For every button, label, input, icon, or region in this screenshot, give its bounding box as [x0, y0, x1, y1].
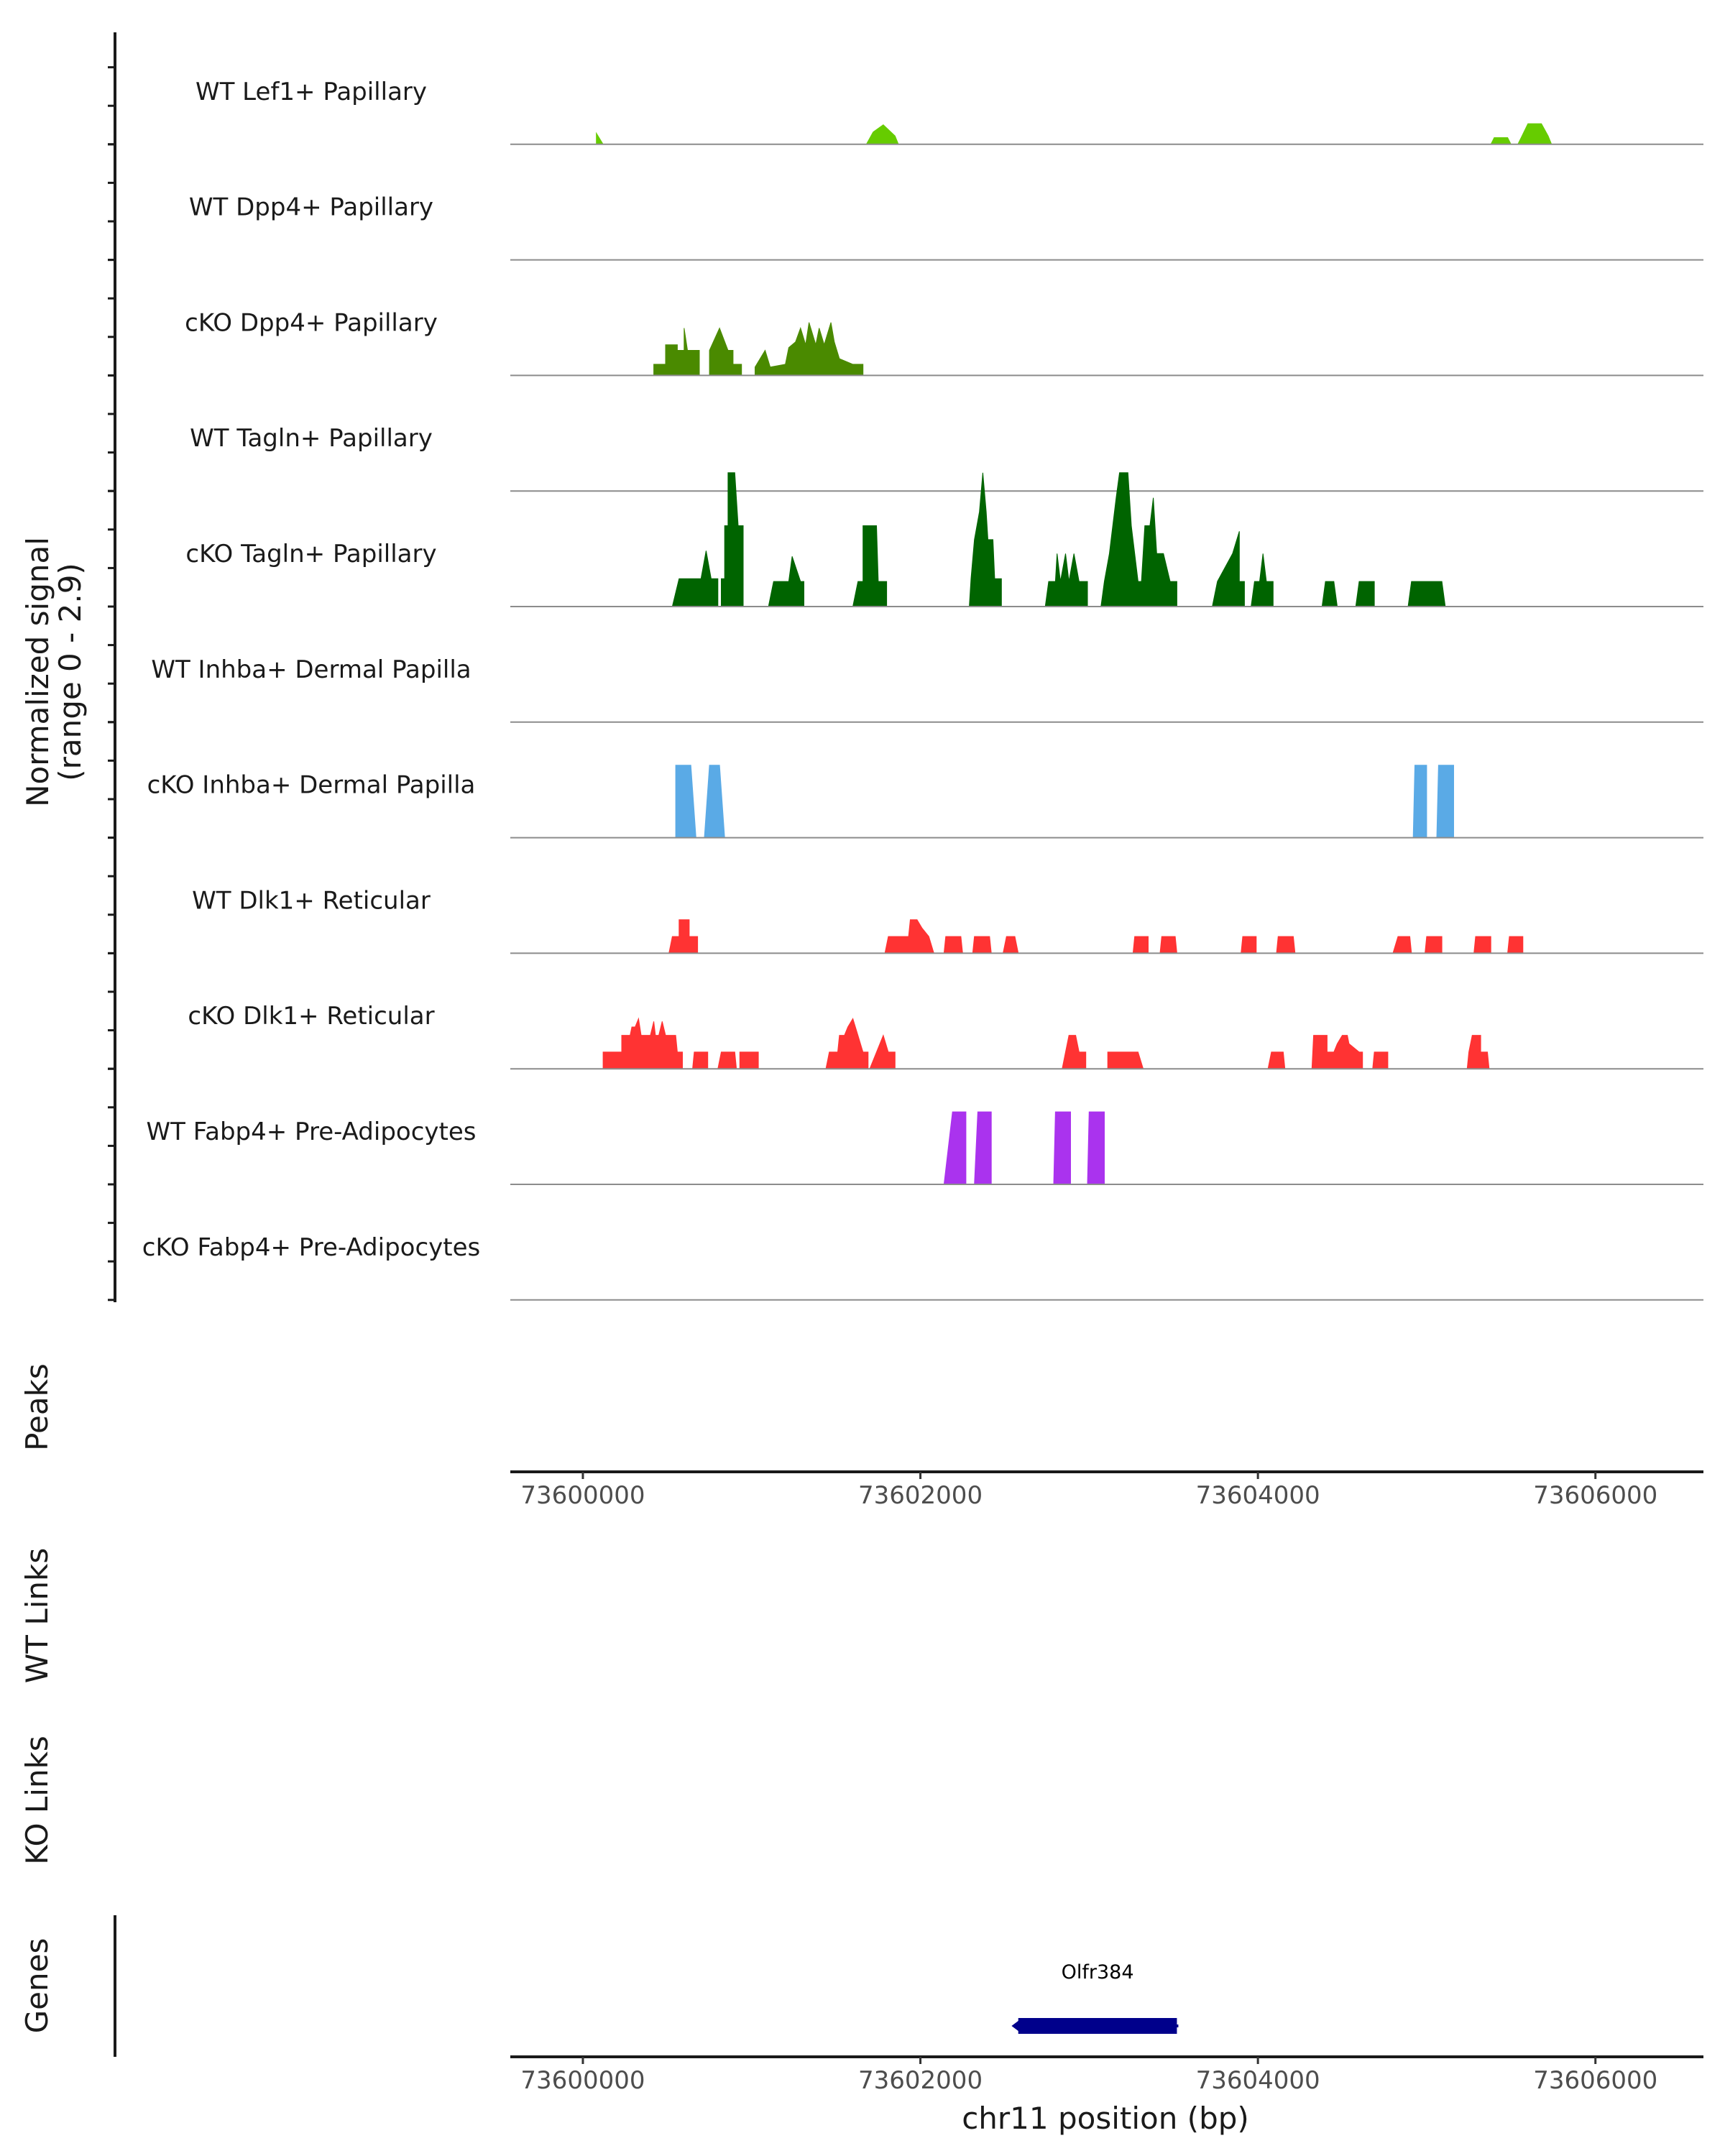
coverage-track: WT Tagln+ Papillary [190, 424, 1703, 492]
coverage-track: cKO Inhba+ Dermal Papilla [147, 765, 1703, 839]
coverage-tracks: WT Lef1+ Papillary WT Dpp4+ Papillary cKO … [142, 78, 1703, 1301]
coverage-area [596, 123, 1552, 145]
x-axis-title: chr11 position (bp) [962, 2101, 1249, 2136]
track-label: WT Tagln+ Papillary [190, 424, 433, 453]
coverage-track: cKO Dlk1+ Reticular [188, 1002, 1703, 1070]
x-tick-label: 73604000 [1196, 2066, 1320, 2095]
coverage-track: cKO Fabp4+ Pre-Adipocytes [142, 1233, 1703, 1301]
track-label: cKO Dpp4+ Papillary [185, 308, 438, 337]
x-tick-label: 73606000 [1533, 2066, 1657, 2095]
track-label: WT Fabp4+ Pre-Adipocytes [147, 1118, 477, 1146]
coverage-area [668, 919, 1524, 954]
x-tick-label: 73600000 [520, 2066, 645, 2095]
coverage-y-axis-ticks [108, 66, 115, 1302]
track-label: WT Dlk1+ Reticular [192, 886, 431, 915]
ko-links-track-title: KO Links [19, 1736, 55, 1865]
coverage-area [943, 1111, 1105, 1185]
coverage-track: cKO Dpp4+ Papillary [185, 308, 1703, 377]
track-label: WT Lef1+ Papillary [196, 78, 427, 106]
genes-track-title: Genes [19, 1938, 55, 2034]
strand-arrow-icon [1011, 2018, 1024, 2034]
gene-annotations: Olfr384 [1011, 1961, 1179, 2034]
genes-x-axis-ticks: 73600000 73602000 73604000 73606000 [520, 2057, 1657, 2095]
x-tick-label: 73600000 [520, 1481, 645, 1510]
x-tick-label: 73602000 [858, 1481, 983, 1510]
coverage-track: WT Dlk1+ Reticular [192, 886, 1703, 954]
x-tick-label: 73606000 [1533, 1481, 1657, 1510]
x-tick-label: 73604000 [1196, 1481, 1320, 1510]
coverage-area [671, 472, 1446, 607]
coverage-track: WT Inhba+ Dermal Papilla [151, 655, 1703, 723]
y-axis-title: Normalized signal [20, 537, 55, 807]
coverage-track: WT Dpp4+ Papillary [189, 193, 1703, 261]
coverage-track: cKO Tagln+ Papillary [185, 472, 1703, 607]
coverage-area [653, 322, 864, 376]
gene-name-label: Olfr384 [1062, 1961, 1134, 1984]
track-label: cKO Dlk1+ Reticular [188, 1002, 434, 1031]
track-label: cKO Inhba+ Dermal Papilla [147, 771, 476, 800]
coverage-area [602, 1017, 1490, 1069]
x-tick-label: 73602000 [858, 2066, 983, 2095]
peaks-track-title: Peaks [19, 1363, 55, 1451]
track-label: WT Dpp4+ Papillary [189, 193, 433, 222]
y-axis-range-label: (range 0 - 2.9) [52, 563, 88, 781]
track-label: cKO Tagln+ Papillary [185, 540, 436, 568]
track-label: cKO Fabp4+ Pre-Adipocytes [142, 1233, 481, 1262]
coverage-track: WT Fabp4+ Pre-Adipocytes [147, 1111, 1703, 1185]
coverage-track: WT Lef1+ Papillary [196, 78, 1703, 145]
coverage-area [675, 765, 1454, 839]
track-label: WT Inhba+ Dermal Papilla [151, 655, 471, 684]
peaks-x-axis-ticks: 73600000 73602000 73604000 73606000 [520, 1472, 1657, 1510]
wt-links-track-title: WT Links [19, 1548, 55, 1683]
